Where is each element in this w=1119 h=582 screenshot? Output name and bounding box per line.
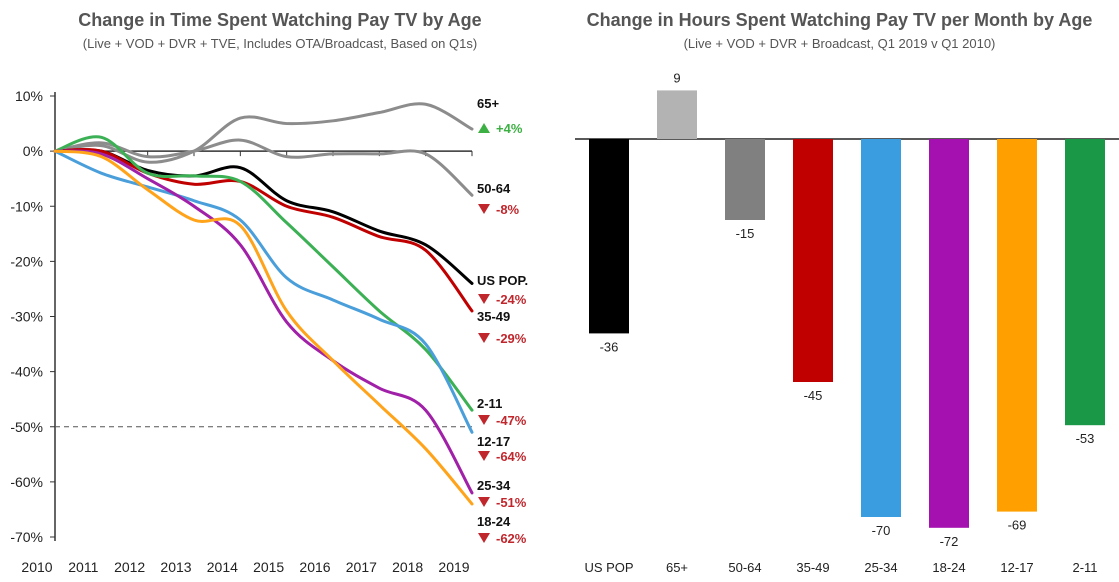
x-tick-label: 2013 <box>160 559 191 575</box>
bar-category-label: 18-24 <box>932 560 965 575</box>
series-line <box>53 149 474 434</box>
series-change-label: -62% <box>496 531 527 546</box>
x-tick-label: 2019 <box>438 559 469 575</box>
line-chart-title: Change in Time Spent Watching Pay TV by … <box>78 10 482 30</box>
series-label: 18-24 <box>477 514 511 529</box>
bar-category-label: 35-49 <box>796 560 829 575</box>
bar-value-label: -69 <box>1008 518 1027 533</box>
triangle-up-icon <box>478 123 490 133</box>
series-change-label: -24% <box>496 292 527 307</box>
series-change-label: +4% <box>496 121 523 136</box>
series-label: 35-49 <box>477 309 510 324</box>
x-tick-label: 2017 <box>346 559 377 575</box>
bar <box>1065 139 1105 426</box>
bar-category-label: US POP <box>584 560 633 575</box>
series-change-label: -8% <box>496 202 520 217</box>
y-tick-label: -70% <box>10 529 43 545</box>
bar-category-label: 50-64 <box>728 560 761 575</box>
series-line <box>53 135 474 412</box>
y-tick-label: 10% <box>15 88 43 104</box>
bar <box>725 139 765 220</box>
bar-chart-title: Change in Hours Spent Watching Pay TV pe… <box>586 10 1093 30</box>
triangle-down-icon <box>478 451 490 461</box>
bar <box>589 139 629 334</box>
series-line <box>53 138 474 197</box>
bar-value-label: -36 <box>600 339 619 354</box>
series-label: 2-11 <box>477 396 502 411</box>
x-tick-label: 2012 <box>114 559 145 575</box>
bar-chart-subtitle: (Live + VOD + DVR + Broadcast, Q1 2019 v… <box>683 36 996 51</box>
bar-category-label: 12-17 <box>1000 560 1033 575</box>
bar-category-label: 2-11 <box>1072 560 1097 575</box>
line-chart: 10% 0% -10% -20% -30% -40% -50% -60% -70% 2010 201… <box>10 88 528 575</box>
bar-value-label: -53 <box>1076 431 1095 446</box>
series-line <box>53 149 474 506</box>
left-chart-panel: Change in Time Spent Watching Pay TV by … <box>10 10 528 575</box>
triangle-down-icon <box>478 204 490 214</box>
y-tick-label: -60% <box>10 474 43 490</box>
series-label: 12-17 <box>477 434 510 449</box>
y-tick-label: -10% <box>10 198 43 214</box>
series-line <box>53 149 474 495</box>
y-tick-label: -40% <box>10 364 43 380</box>
triangle-down-icon <box>478 497 490 507</box>
x-tick-label: 2018 <box>392 559 423 575</box>
triangle-down-icon <box>478 333 490 343</box>
y-tick-label: -50% <box>10 419 43 435</box>
series-label: 50-64 <box>477 181 511 196</box>
x-tick-label: 2011 <box>68 559 98 575</box>
bar <box>929 139 969 528</box>
bar-value-label: 9 <box>673 70 680 85</box>
triangle-down-icon <box>478 533 490 543</box>
x-tick-label: 2016 <box>299 559 330 575</box>
series-change-label: -64% <box>496 449 527 464</box>
bar-value-label: -15 <box>736 226 755 241</box>
bar <box>861 139 901 517</box>
bar-category-label: 25-34 <box>864 560 897 575</box>
series-label: 25-34 <box>477 478 511 493</box>
bar-value-label: -72 <box>940 534 959 549</box>
bar-category-label: 65+ <box>666 560 688 575</box>
x-tick-label: 2010 <box>21 559 52 575</box>
series-change-label: -47% <box>496 413 527 428</box>
right-chart-panel: Change in Hours Spent Watching Pay TV pe… <box>560 0 1119 582</box>
y-tick-label: -30% <box>10 309 43 325</box>
series-change-label: -51% <box>496 495 527 510</box>
series-change-label: -29% <box>496 331 527 346</box>
y-tick-label: -20% <box>10 253 43 269</box>
series-line <box>53 148 474 313</box>
y-tick-label: 0% <box>23 143 43 159</box>
triangle-down-icon <box>478 294 490 304</box>
series-label: 65+ <box>477 96 499 111</box>
bar <box>657 90 697 139</box>
bar <box>997 139 1037 512</box>
line-chart-subtitle: (Live + VOD + DVR + TVE, Includes OTA/Br… <box>82 36 478 51</box>
x-tick-label: 2015 <box>253 559 284 575</box>
triangle-down-icon <box>478 415 490 425</box>
bar-value-label: -45 <box>804 388 823 403</box>
bar-value-label: -70 <box>872 523 891 538</box>
series-label: US POP. <box>477 273 528 288</box>
series-line <box>53 102 474 164</box>
bar-chart: -36 US POP 9 65+ -15 50-64 -45 35-49 -70 25-34 -72… <box>575 70 1119 575</box>
bar <box>793 139 833 382</box>
x-tick-label: 2014 <box>207 559 238 575</box>
